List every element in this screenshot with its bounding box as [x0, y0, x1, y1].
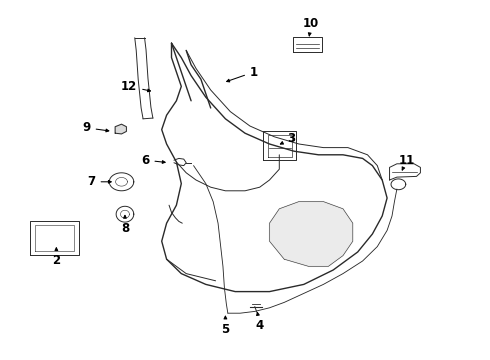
- Text: 7: 7: [87, 175, 111, 188]
- Text: 12: 12: [121, 80, 150, 93]
- Text: 11: 11: [398, 154, 415, 170]
- Polygon shape: [115, 124, 126, 134]
- Text: 1: 1: [227, 66, 258, 82]
- Text: 6: 6: [141, 154, 165, 167]
- Text: 2: 2: [52, 248, 60, 267]
- Text: 10: 10: [303, 17, 319, 36]
- Text: 3: 3: [280, 132, 295, 145]
- Text: 8: 8: [121, 215, 129, 235]
- Text: 9: 9: [82, 121, 109, 134]
- Text: 5: 5: [221, 316, 229, 336]
- Text: 4: 4: [256, 312, 264, 332]
- Polygon shape: [270, 202, 353, 266]
